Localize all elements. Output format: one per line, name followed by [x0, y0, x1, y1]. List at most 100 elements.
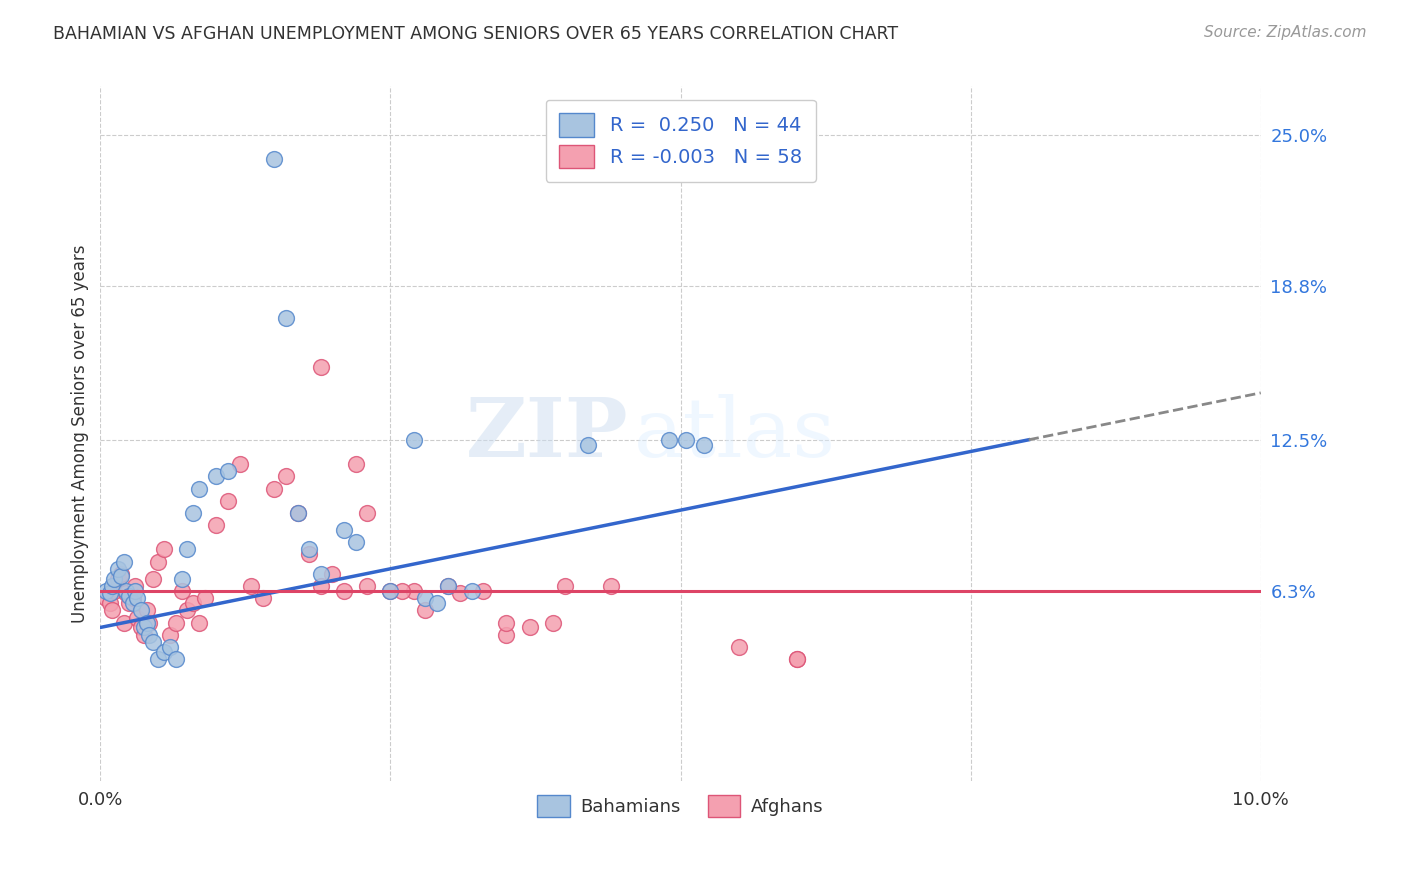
Point: [170, 583, 193, 598]
Point: [600, 579, 623, 593]
Point: [786, 652, 808, 666]
Point: [554, 579, 576, 593]
Point: [142, 572, 165, 586]
Point: [287, 506, 309, 520]
Point: [437, 579, 460, 593]
Point: [134, 628, 156, 642]
Point: [472, 583, 495, 598]
Point: [135, 603, 157, 617]
Point: [727, 640, 749, 654]
Point: [413, 591, 436, 606]
Point: [159, 628, 181, 642]
Point: [274, 469, 297, 483]
Point: [287, 506, 309, 520]
Point: [134, 620, 156, 634]
Point: [107, 572, 129, 586]
Point: [115, 586, 138, 600]
Point: [112, 555, 135, 569]
Y-axis label: Unemployment Among Seniors over 65 years: Unemployment Among Seniors over 65 years: [72, 244, 89, 623]
Point: [142, 635, 165, 649]
Point: [115, 583, 138, 598]
Point: [107, 562, 129, 576]
Point: [321, 566, 343, 581]
Point: [658, 433, 681, 447]
Point: [138, 615, 160, 630]
Point: [103, 572, 125, 586]
Point: [101, 579, 124, 593]
Point: [344, 457, 367, 471]
Point: [495, 615, 517, 630]
Point: [127, 591, 149, 606]
Point: [148, 652, 170, 666]
Point: [129, 603, 152, 617]
Point: [96, 583, 118, 598]
Point: [124, 583, 146, 598]
Point: [165, 652, 187, 666]
Point: [298, 547, 321, 561]
Point: [413, 603, 436, 617]
Point: [188, 482, 211, 496]
Point: [356, 579, 378, 593]
Point: [263, 482, 285, 496]
Point: [228, 457, 250, 471]
Point: [576, 437, 599, 451]
Point: [101, 603, 124, 617]
Point: [98, 586, 121, 600]
Point: [153, 645, 176, 659]
Point: [121, 591, 143, 606]
Point: [541, 615, 564, 630]
Point: [786, 652, 808, 666]
Point: [240, 579, 263, 593]
Point: [181, 506, 204, 520]
Point: [118, 596, 141, 610]
Point: [110, 566, 132, 581]
Point: [693, 437, 716, 451]
Point: [333, 523, 356, 537]
Point: [391, 583, 413, 598]
Text: ZIP: ZIP: [465, 393, 628, 474]
Point: [333, 583, 356, 598]
Point: [110, 569, 132, 583]
Point: [309, 566, 332, 581]
Point: [205, 469, 228, 483]
Point: [121, 596, 143, 610]
Text: Source: ZipAtlas.com: Source: ZipAtlas.com: [1204, 25, 1367, 40]
Point: [263, 153, 285, 167]
Point: [380, 583, 402, 598]
Point: [426, 596, 449, 610]
Point: [274, 310, 297, 325]
Point: [170, 572, 193, 586]
Point: [495, 628, 517, 642]
Point: [402, 433, 425, 447]
Point: [194, 591, 217, 606]
Point: [112, 615, 135, 630]
Point: [153, 542, 176, 557]
Point: [205, 518, 228, 533]
Point: [217, 465, 239, 479]
Point: [437, 579, 460, 593]
Point: [344, 535, 367, 549]
Point: [138, 628, 160, 642]
Point: [217, 493, 239, 508]
Point: [98, 596, 121, 610]
Point: [159, 640, 181, 654]
Point: [165, 615, 187, 630]
Point: [176, 542, 198, 557]
Point: [309, 359, 332, 374]
Point: [188, 615, 211, 630]
Point: [148, 555, 170, 569]
Point: [449, 586, 471, 600]
Point: [675, 433, 697, 447]
Point: [298, 542, 321, 557]
Point: [129, 620, 152, 634]
Point: [402, 583, 425, 598]
Point: [309, 579, 332, 593]
Point: [118, 589, 141, 603]
Text: atlas: atlas: [634, 393, 837, 474]
Point: [135, 615, 157, 630]
Point: [124, 579, 146, 593]
Point: [519, 620, 541, 634]
Point: [181, 596, 204, 610]
Point: [103, 583, 125, 598]
Legend: Bahamians, Afghans: Bahamians, Afghans: [530, 788, 831, 824]
